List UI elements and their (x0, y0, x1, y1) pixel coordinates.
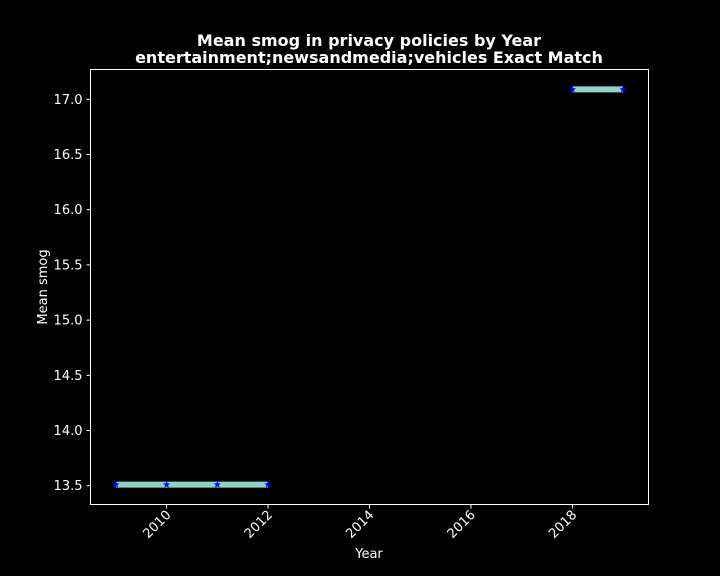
plot-frame (90, 69, 649, 505)
series-lines (115, 86, 624, 488)
data-point (112, 480, 120, 488)
data-point (213, 480, 221, 488)
y-axis-label: Mean smog (36, 249, 51, 324)
data-point (162, 480, 171, 488)
y-tick-label: 17.0 (54, 93, 83, 108)
y-tick-label: 14.0 (54, 424, 83, 439)
x-tick-label: 2016 (445, 508, 479, 542)
y-tick-label: 16.5 (54, 148, 83, 163)
x-axis-label: Year (354, 547, 383, 562)
x-tick-label: 2012 (242, 508, 276, 542)
x-tick-label: 2018 (546, 508, 580, 542)
data-point (568, 85, 577, 93)
series-points (112, 85, 627, 488)
x-tick-label: 2010 (140, 508, 174, 542)
data-point (264, 480, 272, 488)
y-tick-label: 16.0 (54, 203, 83, 218)
x-tick-label: 2014 (343, 508, 377, 542)
data-point (619, 85, 627, 93)
y-tick-label: 15.5 (54, 258, 83, 273)
y-tick-label: 15.0 (54, 314, 83, 329)
y-axis: 13.5 14.0 14.5 15.0 15.5 16.0 16.5 17.0 (54, 93, 91, 494)
y-tick-label: 14.5 (54, 369, 83, 384)
x-axis: 2010 2012 2014 2016 2018 (140, 504, 580, 542)
chart-title: Mean smog in privacy policies by Year (197, 31, 541, 50)
chart-subtitle: entertainment;newsandmedia;vehicles Exac… (135, 48, 603, 67)
y-tick-label: 13.5 (54, 479, 83, 494)
